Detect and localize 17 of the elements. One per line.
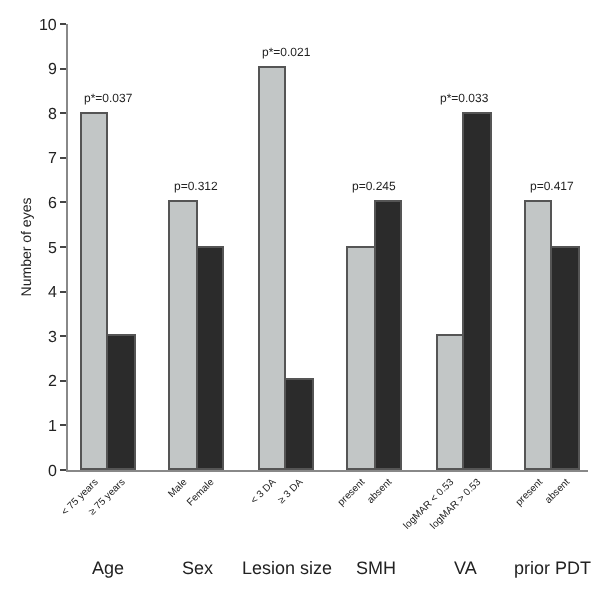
y-tick-label: 10: [38, 15, 58, 34]
y-tick-label: 0: [47, 461, 58, 480]
text: Age: [92, 558, 125, 578]
y-tick-label: 3: [47, 327, 58, 346]
text: prior PDT: [514, 558, 593, 578]
y-tick-label: 7: [47, 149, 58, 168]
y-tick-label: 2: [47, 372, 58, 391]
text: Sex: [182, 558, 215, 578]
y-tick-label: 9: [47, 60, 58, 79]
y-tick-label: 6: [47, 194, 58, 212]
text: VA: [454, 558, 477, 578]
y-tick-label: 8: [47, 104, 58, 123]
y-tick-label: 5: [47, 238, 58, 257]
y-tick-label: 1: [47, 417, 58, 435]
y-tick-label: 4: [47, 283, 58, 302]
text: SMH: [356, 558, 396, 578]
text: Lesion size: [242, 558, 333, 578]
